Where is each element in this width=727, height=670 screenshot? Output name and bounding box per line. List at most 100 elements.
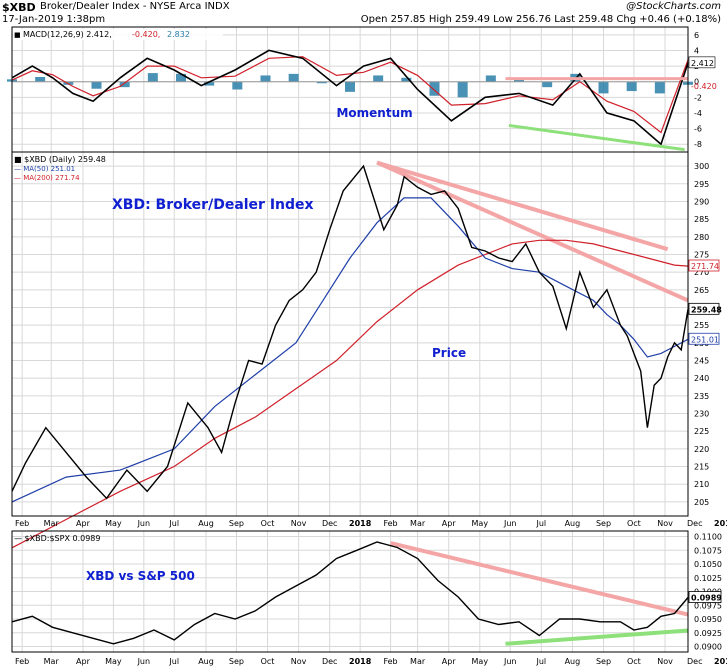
- macd-histogram-bar: [654, 81, 665, 94]
- ratio-legend: — $XBD:$SPX 0.0989: [14, 534, 100, 543]
- y-tick-label: 0.0900: [694, 643, 722, 652]
- x-tick-label: Feb: [383, 657, 397, 666]
- macd-histogram-bar: [345, 81, 355, 92]
- x-tick-label: Dec: [687, 519, 702, 528]
- macd-line: [11, 49, 689, 146]
- macd-histogram-bar: [260, 75, 271, 82]
- macd-support-line: [508, 123, 685, 152]
- macd-histogram-bar: [542, 81, 553, 88]
- y-tick-label: 295: [694, 180, 709, 189]
- y-tick-label: 245: [694, 357, 709, 366]
- y-tick-label: 215: [694, 463, 709, 472]
- x-tick-label: Dec: [322, 657, 337, 666]
- x-tick-label: Feb: [15, 657, 29, 666]
- y-tick-label: 290: [694, 197, 709, 206]
- macd-signal-line: [11, 56, 689, 134]
- x-tick-label: Jul: [168, 519, 179, 528]
- x-tick-label: Jun: [503, 657, 517, 666]
- y-tick-label: 275: [694, 250, 709, 259]
- price-value-label: 259.48: [691, 305, 722, 314]
- x-tick-label: May: [472, 519, 489, 528]
- ma50-legend: — MA(50) 251.01: [14, 165, 75, 173]
- y-tick-label: 220: [694, 445, 709, 454]
- ratio-annotation: XBD vs S&P 500: [86, 569, 195, 583]
- x-tick-label: Nov: [657, 657, 673, 666]
- macd-histogram-bar: [119, 81, 130, 88]
- price-annotation: Price: [432, 346, 466, 360]
- quote-date: 17-Jan-2019 1:38pm: [2, 14, 106, 25]
- x-tick-label: Jun: [137, 519, 151, 528]
- macd-histogram-bar: [316, 81, 327, 84]
- x-tick-label: Jul: [535, 519, 546, 528]
- price-trendline: [376, 160, 669, 252]
- macd-value-label: 2.412: [691, 59, 714, 68]
- y-tick-label: 280: [694, 233, 709, 242]
- macd-histogram-bar: [176, 73, 186, 82]
- macd-histogram-bar: [598, 81, 609, 94]
- x-tick-label: Nov: [657, 519, 673, 528]
- x-tick-label: Apr: [442, 657, 457, 666]
- y-tick-label: 210: [694, 480, 709, 489]
- y-tick-label: -8: [694, 140, 702, 149]
- value-box: [688, 332, 720, 345]
- x-tick-label: Sep: [596, 657, 611, 666]
- x-tick-label: Feb: [383, 519, 397, 528]
- ratio-support-line: [505, 628, 689, 646]
- x-tick-label: Aug: [198, 657, 214, 666]
- chart-header-top: $XBD Broker/Dealer Index - NYSE Arca IND…: [0, 1, 727, 14]
- macd-histogram-bar: [485, 75, 496, 82]
- price-legend: ■ $XBD (Daily) 259.48: [14, 155, 106, 164]
- x-tick-label: Jul: [535, 657, 546, 666]
- legend-swatch: ■: [14, 31, 21, 39]
- y-tick-label: -6: [694, 125, 702, 134]
- price-value-label: 271.74: [691, 262, 719, 271]
- macd-histogram-bar: [204, 81, 215, 86]
- x-tick-label: 2019: [714, 657, 727, 666]
- x-tick-label: Oct: [627, 519, 641, 528]
- y-tick-label: 4: [694, 46, 699, 55]
- x-tick-label: Oct: [261, 657, 275, 666]
- y-tick-label: 235: [694, 392, 709, 401]
- y-tick-label: 6: [694, 31, 699, 40]
- x-tick-label: 2019: [714, 519, 727, 528]
- panel-frame: [11, 151, 689, 517]
- x-tick-label: 2018: [349, 657, 372, 666]
- y-tick-label: 0.0950: [694, 615, 722, 624]
- y-tick-label: -2: [694, 93, 702, 102]
- watermark: @StockCharts.com: [626, 1, 721, 12]
- x-tick-label: Nov: [291, 657, 307, 666]
- x-tick-label: Aug: [565, 657, 581, 666]
- x-tick-label: May: [472, 657, 489, 666]
- x-tick-label: May: [105, 657, 122, 666]
- y-tick-label: 0: [694, 78, 699, 87]
- momentum-annotation: Momentum: [336, 106, 412, 120]
- y-tick-label: 0.1100: [694, 533, 722, 542]
- ma200-line: [11, 239, 689, 549]
- macd-signal-legend: -0.420,: [132, 30, 160, 39]
- price-trendline: [376, 160, 689, 303]
- macd-histogram-bar: [232, 81, 243, 90]
- x-tick-label: Mar: [410, 657, 426, 666]
- x-tick-label: Aug: [198, 519, 214, 528]
- x-tick-label: Jun: [503, 519, 517, 528]
- y-tick-label: 0.1025: [694, 574, 722, 583]
- macd-histogram-bar: [91, 81, 102, 89]
- x-tick-label: Apr: [76, 519, 91, 528]
- macd-histogram-bar: [35, 77, 46, 82]
- y-tick-label: 0.0975: [694, 601, 722, 610]
- ratio-value-label: 0.0989: [691, 594, 722, 603]
- y-tick-label: 300: [694, 162, 709, 171]
- price-panel-title: XBD: Broker/Dealer Index: [112, 197, 314, 213]
- ma200-legend: — MA(200) 271.74: [14, 174, 80, 182]
- macd-histogram-bar: [401, 77, 412, 82]
- x-tick-label: Apr: [442, 519, 457, 528]
- macd-histogram-bar: [429, 81, 440, 96]
- macd-histogram-bar: [147, 73, 158, 82]
- value-box: [688, 591, 722, 603]
- value-box: [688, 259, 720, 272]
- y-tick-label: 240: [694, 374, 709, 383]
- x-tick-label: Sep: [596, 519, 611, 528]
- x-tick-label: Sep: [229, 657, 244, 666]
- price-value-label: 251.01: [691, 335, 719, 344]
